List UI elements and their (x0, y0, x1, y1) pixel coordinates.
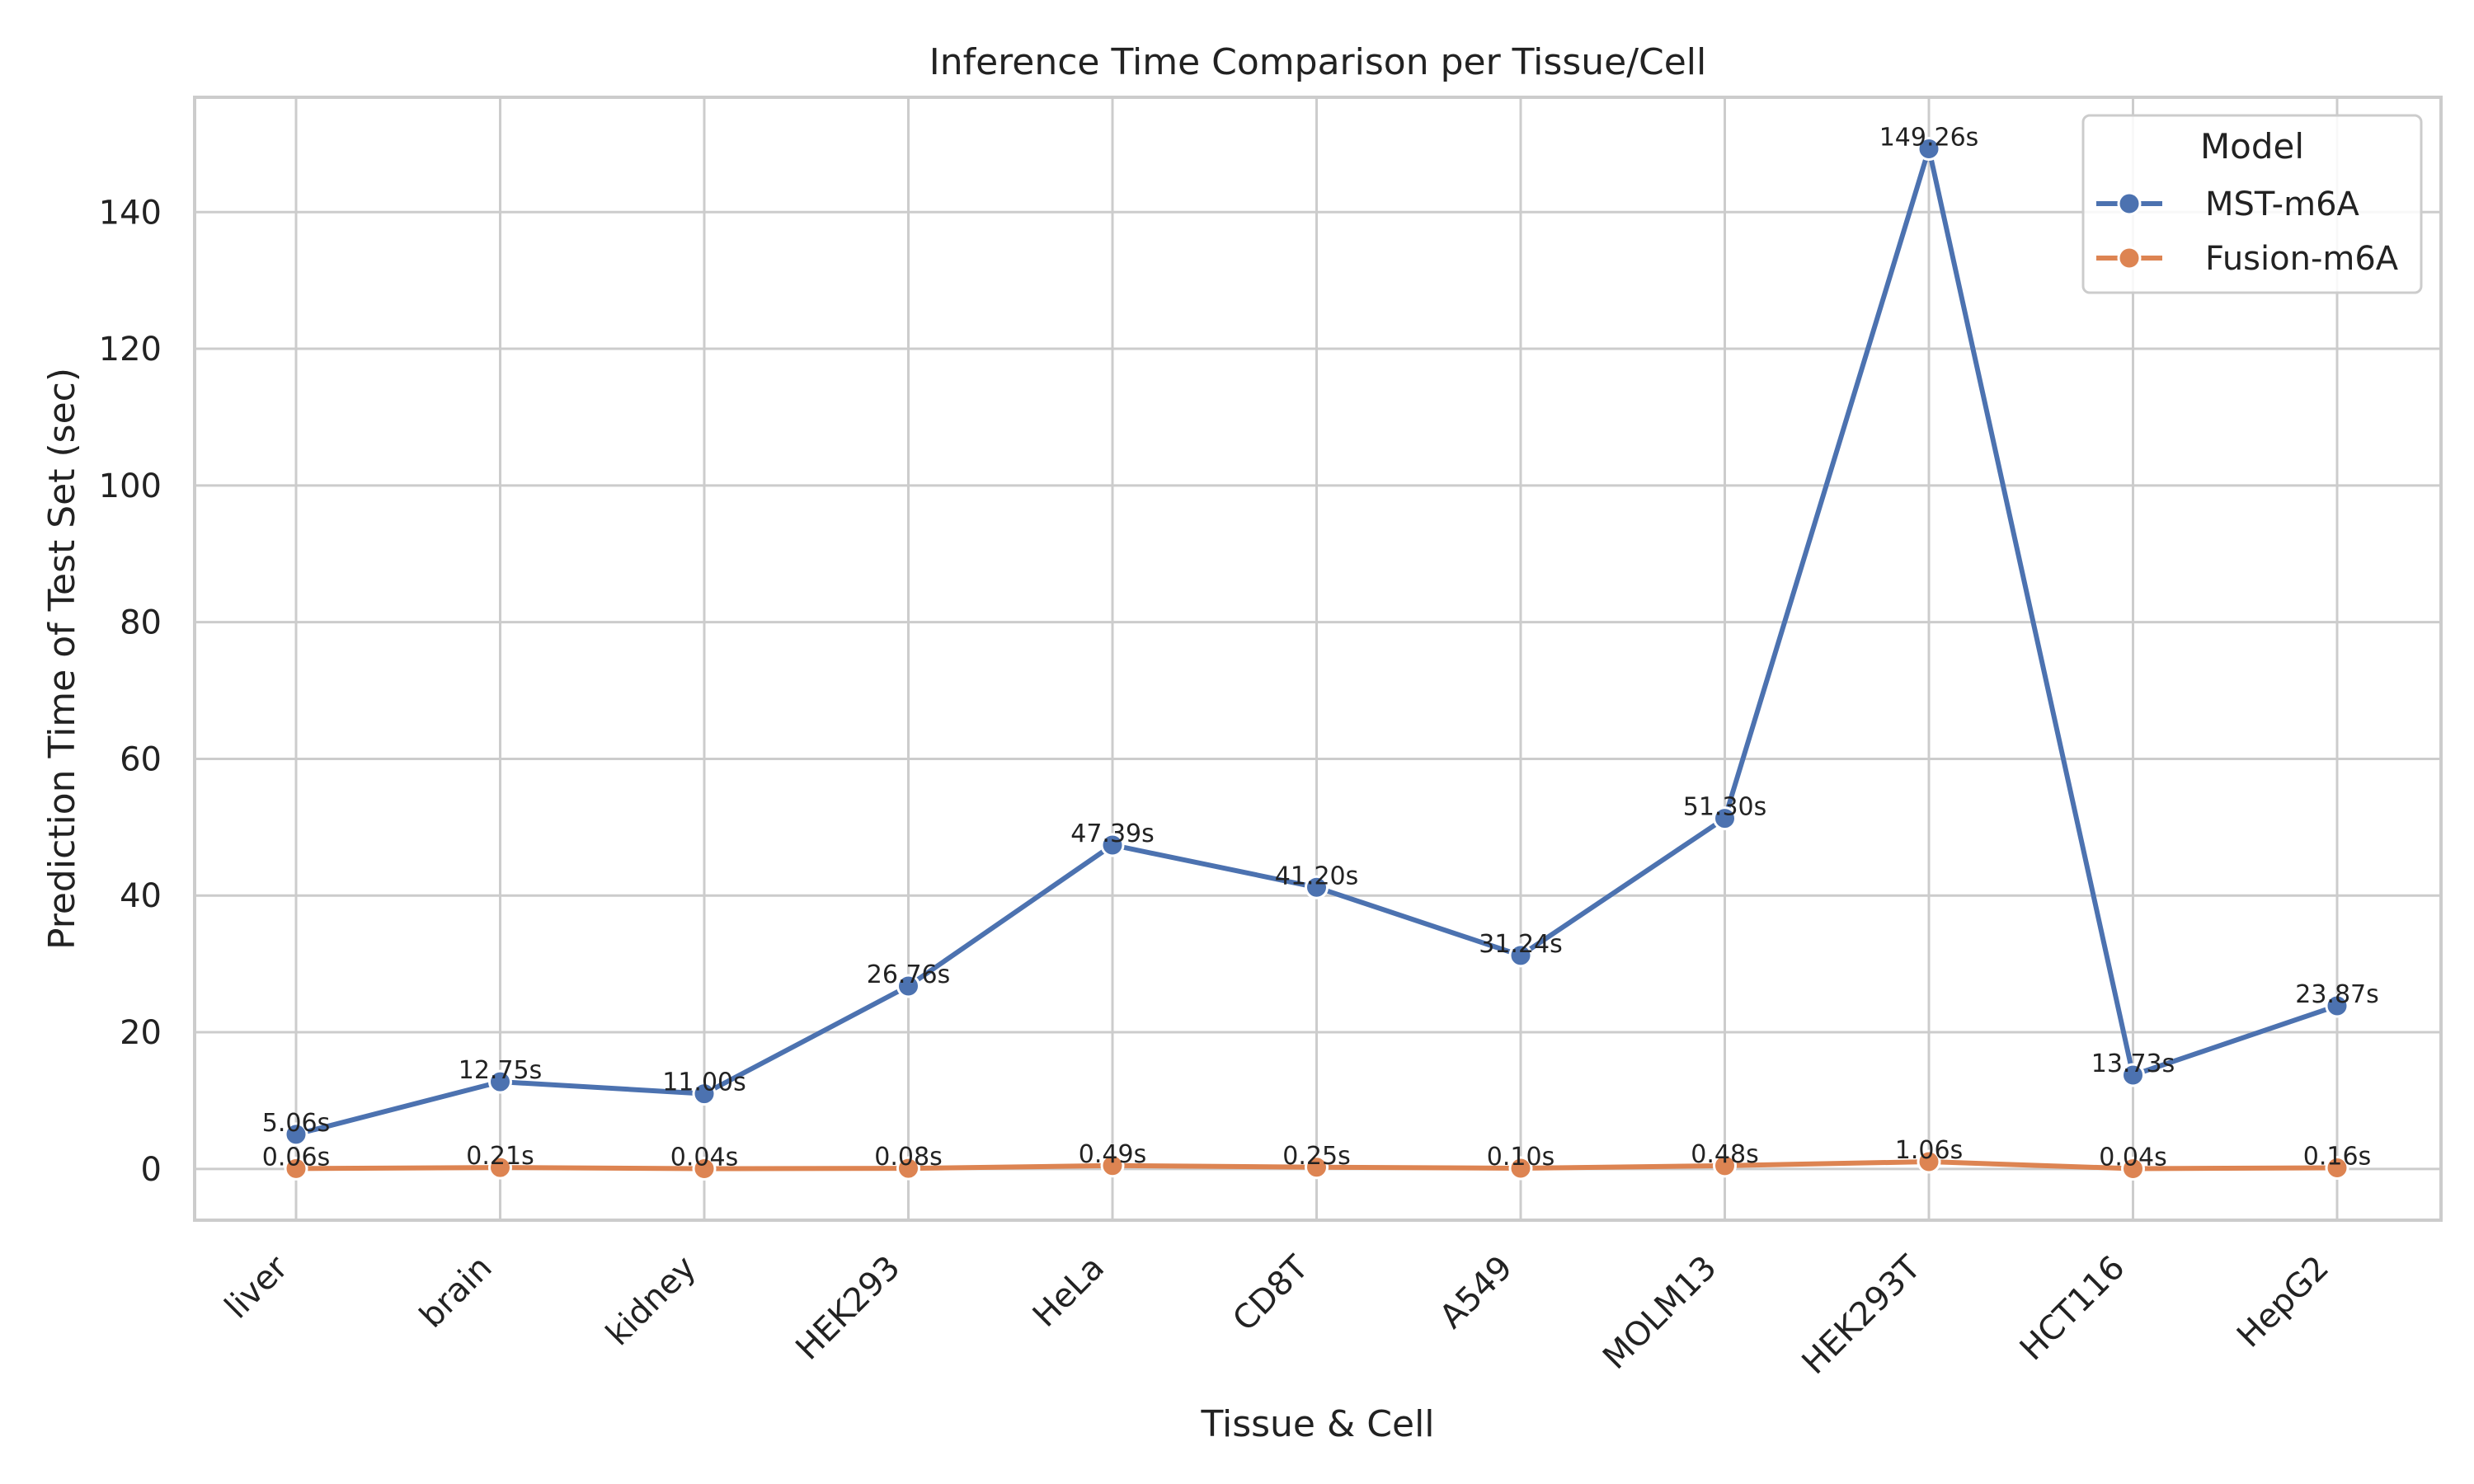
x-tick-label: HEK293 (788, 1249, 907, 1368)
legend-swatch-marker (2117, 191, 2142, 216)
legend-label: Fusion-m6A (2205, 240, 2399, 278)
x-tick-label: CD8T (1225, 1248, 1316, 1339)
data-point (2325, 1156, 2349, 1181)
data-label: 0.21s (466, 1142, 534, 1171)
y-tick-label: 140 (99, 194, 162, 232)
x-tick-labels: liver brain kidney HEK293 HeLa CD8T A549 MOLM13… (218, 1248, 2336, 1382)
x-tick-label: HCT116 (2013, 1249, 2133, 1369)
data-label: 0.48s (1691, 1140, 1758, 1169)
data-label: 41.20s (1275, 862, 1359, 890)
data-point (284, 1156, 308, 1181)
data-label: 0.49s (1079, 1140, 1146, 1169)
data-labels: 5.06s 12.75s 11.00s 26.76s 47.39s 41.20s 31.24… (262, 124, 2379, 1172)
data-point (488, 1155, 512, 1180)
x-tick-label: MOLM13 (1596, 1249, 1724, 1377)
data-label: 12.75s (459, 1056, 543, 1085)
data-point (1713, 806, 1737, 831)
data-point (1713, 1153, 1737, 1178)
data-label: 31.24s (1479, 930, 1563, 959)
grid-layer (195, 97, 2441, 1220)
legend: Model MST-m6A Fusion-m6A (2081, 114, 2423, 294)
legend-items: MST-m6A Fusion-m6A (2096, 186, 2399, 278)
data-label: 0.04s (670, 1143, 738, 1172)
data-label: 0.16s (2303, 1143, 2371, 1172)
x-tick-label: HeLa (1026, 1249, 1112, 1335)
data-point (1508, 943, 1533, 968)
data-point (692, 1082, 717, 1106)
x-tick-label: brain (412, 1249, 499, 1336)
x-tick-label: HepG2 (2230, 1249, 2336, 1355)
y-tick-label: 60 (120, 740, 162, 778)
x-tick-label: A549 (1432, 1249, 1520, 1336)
data-point (1305, 875, 1329, 899)
data-point (1100, 833, 1125, 857)
data-label: 23.87s (2295, 980, 2379, 1009)
data-point (284, 1122, 308, 1147)
data-label: 0.25s (1282, 1142, 1350, 1171)
data-label: 0.06s (262, 1143, 330, 1172)
data-point (1917, 1149, 1941, 1174)
data-point (1305, 1155, 1329, 1180)
data-label: 47.39s (1070, 819, 1155, 848)
data-label: 0.08s (874, 1143, 942, 1172)
data-label: 5.06s (262, 1109, 330, 1138)
y-tick-label: 0 (141, 1151, 162, 1189)
x-tick-label: HEK293T (1795, 1248, 1929, 1382)
data-point (896, 974, 920, 998)
x-tick-label: liver (218, 1248, 295, 1326)
x-tick-label: kidney (599, 1249, 703, 1354)
data-label: 13.73s (2091, 1050, 2175, 1078)
data-label: 26.76s (867, 960, 951, 989)
chart-title: Inference Time Comparison per Tissue/Cel… (929, 41, 1707, 83)
legend-swatch-marker (2117, 246, 2142, 270)
legend-title: Model (2200, 126, 2304, 167)
data-point (2121, 1156, 2145, 1181)
y-tick-label: 40 (120, 877, 162, 915)
y-tick-label: 20 (120, 1014, 162, 1052)
y-tick-labels: 0 20 40 60 80 100 120 140 (99, 194, 162, 1189)
data-point (1917, 137, 1941, 162)
data-point (692, 1156, 717, 1181)
y-tick-label: 100 (99, 467, 162, 505)
data-point (1100, 1153, 1125, 1178)
data-label: 0.04s (2099, 1143, 2166, 1172)
data-label: 0.10s (1487, 1143, 1554, 1172)
data-point (1508, 1156, 1533, 1181)
data-label: 149.26s (1879, 124, 1979, 153)
legend-label: MST-m6A (2205, 186, 2360, 223)
data-label: 1.06s (1895, 1136, 1963, 1165)
plot-frame (193, 96, 2443, 1222)
data-point (2121, 1063, 2145, 1087)
y-tick-label: 120 (99, 331, 162, 369)
data-label: 51.30s (1683, 793, 1767, 822)
data-point (2325, 993, 2349, 1018)
series-layer (284, 137, 2349, 1181)
data-label: 11.00s (662, 1068, 746, 1097)
data-point (488, 1069, 512, 1094)
legend-box (2081, 114, 2423, 294)
y-axis-label: Prediction Time of Test Set (sec) (41, 368, 83, 950)
y-tick-label: 80 (120, 604, 162, 642)
x-axis-label: Tissue & Cell (1200, 1403, 1434, 1445)
data-point (896, 1156, 920, 1181)
